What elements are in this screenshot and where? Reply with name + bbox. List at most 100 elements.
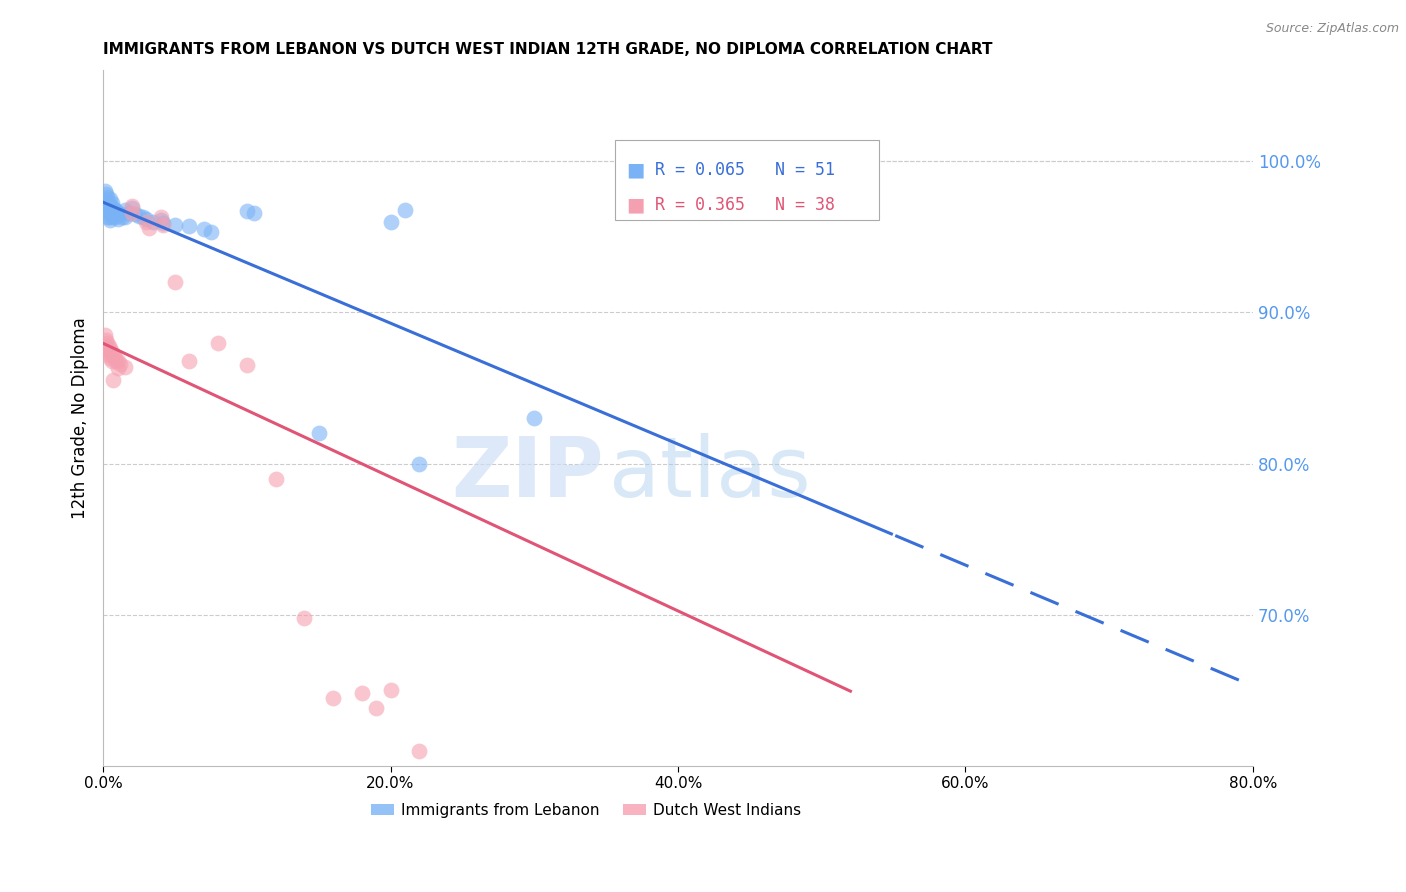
Point — [380, 683, 402, 698]
Point — [105, 204, 128, 219]
Point — [408, 744, 430, 758]
Point — [110, 357, 132, 371]
Point — [107, 211, 129, 226]
Point — [135, 211, 157, 226]
Point — [96, 198, 118, 212]
Point — [408, 457, 430, 471]
Point — [111, 210, 134, 224]
Point — [138, 220, 160, 235]
Point — [98, 192, 121, 206]
Point — [100, 204, 122, 219]
Point — [98, 199, 121, 213]
Point — [97, 338, 120, 352]
Point — [100, 196, 122, 211]
Point — [98, 342, 121, 356]
Point — [98, 213, 121, 227]
Point — [100, 210, 122, 224]
Point — [94, 202, 117, 217]
Point — [107, 353, 129, 368]
Point — [97, 196, 120, 211]
Point — [149, 213, 172, 227]
Point — [128, 209, 150, 223]
Point — [97, 204, 120, 219]
Point — [163, 275, 186, 289]
Point — [236, 358, 259, 372]
Point — [179, 219, 201, 234]
Point — [96, 204, 118, 219]
Point — [97, 210, 120, 224]
Point — [350, 686, 373, 700]
Point — [103, 373, 125, 387]
Point — [200, 225, 222, 239]
Point — [738, 154, 761, 169]
Point — [98, 351, 121, 365]
Point — [394, 202, 416, 217]
Text: ■: ■ — [626, 161, 644, 179]
Point — [104, 210, 127, 224]
Point — [366, 701, 388, 715]
Point — [124, 207, 146, 221]
Point — [100, 344, 122, 359]
Point — [163, 218, 186, 232]
Point — [152, 216, 174, 230]
Point — [132, 210, 155, 224]
Point — [523, 411, 546, 425]
Text: ■: ■ — [626, 195, 644, 214]
Point — [236, 204, 259, 219]
Point — [93, 338, 115, 352]
Point — [94, 196, 117, 211]
Point — [114, 359, 136, 374]
Point — [93, 328, 115, 343]
Point — [93, 196, 115, 211]
Text: atlas: atlas — [609, 434, 811, 515]
Point — [94, 343, 117, 358]
Point — [118, 205, 141, 219]
Point — [110, 207, 132, 221]
Text: Source: ZipAtlas.com: Source: ZipAtlas.com — [1265, 22, 1399, 36]
Point — [193, 222, 215, 236]
Point — [96, 210, 118, 224]
Point — [103, 209, 125, 223]
Text: R = 0.065   N = 51: R = 0.065 N = 51 — [655, 161, 835, 179]
Point — [243, 205, 266, 219]
Y-axis label: 12th Grade, No Diploma: 12th Grade, No Diploma — [72, 318, 89, 519]
Point — [94, 187, 117, 202]
Point — [103, 201, 125, 215]
Text: R = 0.365   N = 38: R = 0.365 N = 38 — [655, 195, 835, 214]
Point — [207, 335, 229, 350]
Point — [142, 214, 165, 228]
Point — [93, 185, 115, 199]
Point — [105, 353, 128, 368]
Point — [93, 192, 115, 206]
Point — [308, 426, 330, 441]
Point — [96, 335, 118, 350]
Point — [100, 353, 122, 368]
Point — [107, 205, 129, 219]
Point — [97, 348, 120, 362]
Point — [292, 610, 315, 624]
Point — [380, 214, 402, 228]
Point — [264, 472, 287, 486]
Bar — [614, 140, 879, 220]
Legend: Immigrants from Lebanon, Dutch West Indians: Immigrants from Lebanon, Dutch West Indi… — [364, 797, 807, 824]
Point — [103, 348, 125, 362]
Point — [149, 210, 172, 224]
Text: ZIP: ZIP — [451, 434, 603, 515]
Point — [152, 218, 174, 232]
Point — [96, 344, 118, 359]
Point — [98, 205, 121, 219]
Point — [179, 353, 201, 368]
Point — [107, 361, 129, 376]
Point — [94, 333, 117, 347]
Point — [114, 210, 136, 224]
Point — [121, 205, 143, 219]
Point — [322, 690, 344, 705]
Point — [104, 351, 127, 365]
Point — [96, 190, 118, 204]
Point — [121, 201, 143, 215]
Point — [121, 199, 143, 213]
Text: IMMIGRANTS FROM LEBANON VS DUTCH WEST INDIAN 12TH GRADE, NO DIPLOMA CORRELATION : IMMIGRANTS FROM LEBANON VS DUTCH WEST IN… — [103, 42, 993, 57]
Point — [135, 214, 157, 228]
Point — [114, 202, 136, 217]
Point — [104, 202, 127, 217]
